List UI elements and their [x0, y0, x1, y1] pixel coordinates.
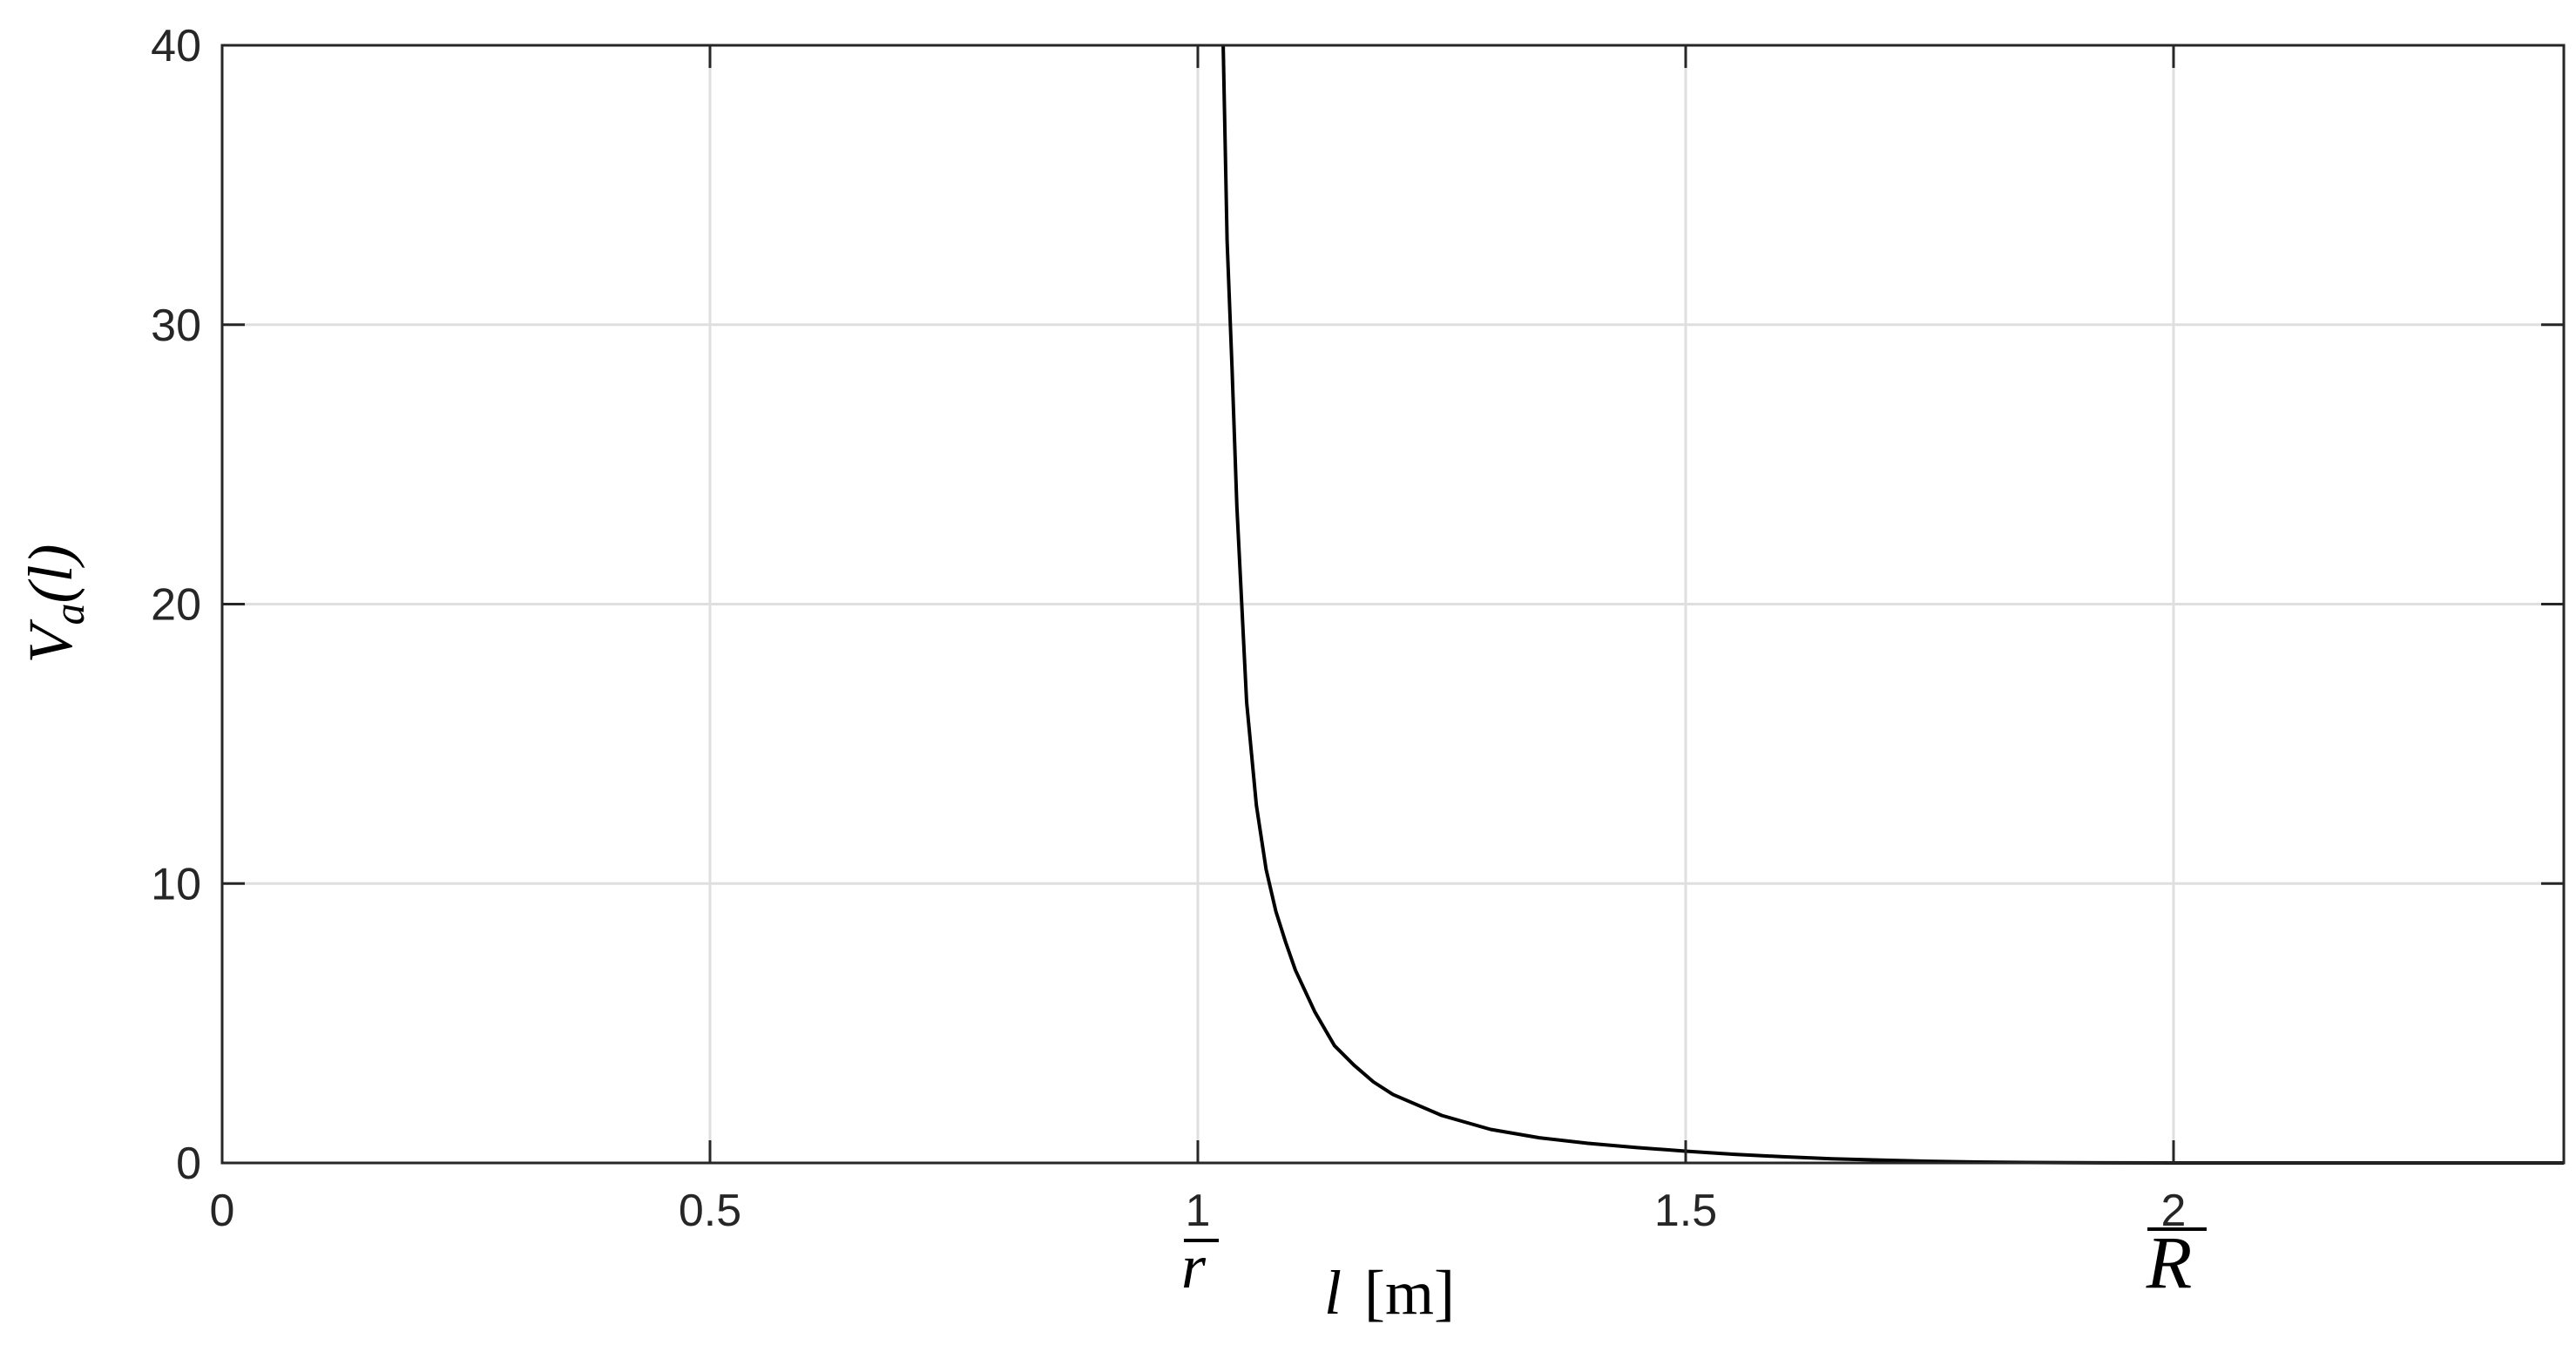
x-tick-label: 0.5: [679, 1186, 741, 1236]
x-axis-label: l [m]: [1324, 1258, 1455, 1328]
x-tick-labels: 0 0.5 1 1.5 2: [210, 1186, 2187, 1236]
x-axis-label-var: l: [1324, 1258, 1342, 1328]
y-tick-label: 10: [151, 859, 201, 909]
x-tick-label: 0: [210, 1186, 235, 1236]
annotation-letter: r: [1181, 1232, 1207, 1301]
ticks: [220, 44, 2564, 1165]
y-axis-label-sub: a: [44, 603, 93, 625]
annotation-r-bar: r: [1181, 1232, 1219, 1301]
annotation-letter: R: [2146, 1220, 2193, 1304]
y-tick-label: 20: [151, 580, 201, 631]
y-tick-label: 0: [176, 1139, 201, 1189]
y-tick-labels: 0 10 20 30 40: [151, 21, 201, 1189]
y-tick-label: 40: [151, 21, 201, 71]
y-axis-label-var: V: [16, 618, 85, 663]
y-axis-label: Va(l): [16, 544, 93, 664]
x-tick-label: 1: [1186, 1186, 1211, 1236]
y-tick-label: 30: [151, 301, 201, 351]
x-axis-label-unit: [m]: [1364, 1258, 1455, 1328]
annotation-r-bar: R: [2146, 1220, 2207, 1304]
y-axis-label-arg: (l): [16, 544, 85, 604]
grid: [222, 45, 2564, 1163]
x-tick-label: 1.5: [1654, 1186, 1717, 1236]
